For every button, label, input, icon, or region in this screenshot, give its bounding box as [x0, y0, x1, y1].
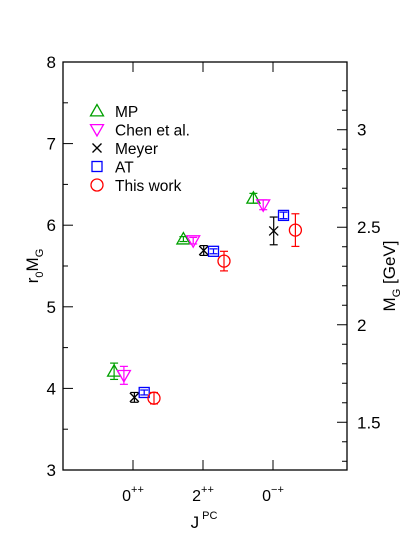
y-tick-label: 7 [47, 135, 56, 154]
data-point [185, 235, 201, 249]
x-tick-label-base: 0 [122, 488, 131, 505]
y-axis-label-r: r [23, 277, 42, 283]
data-point [116, 369, 132, 384]
legend-item: Meyer [92, 141, 158, 158]
x-tick-label-sup: ++ [131, 484, 144, 496]
legend-item: Chen et al. [89, 123, 190, 140]
x-tick-label-base: 0 [262, 488, 271, 505]
legend-label: This work [115, 178, 182, 195]
y2-axis-label-sub: G [391, 289, 403, 298]
y-tick-label: 3 [47, 461, 56, 480]
marks-layer [106, 190, 303, 405]
legend-label: MP [115, 104, 138, 121]
series-mp [106, 190, 262, 381]
cross-stroke [129, 392, 140, 403]
series-this-work [147, 213, 303, 405]
plot-frame [62, 61, 348, 471]
y2-tick-label: 2.5 [357, 218, 381, 237]
y2-axis-label-unit: [GeV] [380, 241, 399, 289]
series-chen-et-al [116, 199, 271, 385]
y-axis-label-sub1: 0 [34, 271, 46, 277]
legend-label: AT [115, 160, 134, 177]
y2-axis-label-m: M [380, 297, 399, 311]
data-point [288, 223, 303, 237]
legend-item: AT [91, 160, 134, 177]
x-tick-label-sup: ++ [201, 484, 214, 496]
x-tick-label-base: 2 [192, 488, 201, 505]
y2-axis-label: MG [GeV] [380, 241, 403, 312]
data-point [277, 209, 290, 222]
legend-marker [91, 160, 103, 173]
y2-tick-label: 2 [357, 316, 366, 335]
x-tick-label-sup: −+ [271, 484, 284, 496]
data-point [217, 254, 231, 268]
y-tick-label: 8 [47, 53, 56, 72]
legend-marker [89, 103, 105, 117]
legend-label: Chen et al. [115, 123, 190, 140]
data-point [138, 386, 150, 399]
legend-marker [89, 123, 105, 138]
cross-stroke [198, 245, 209, 256]
legend-item: This work [90, 178, 182, 195]
legend-marker [92, 143, 102, 153]
y2-tick-label: 1.5 [357, 413, 381, 432]
x-tick-label: 0−+ [262, 484, 284, 505]
legend-label: Meyer [115, 141, 158, 158]
x-tick-label: 2++ [192, 484, 214, 505]
data-point [147, 391, 161, 405]
y-tick-label: 4 [47, 379, 56, 398]
data-point [175, 231, 192, 245]
cross-stroke [268, 225, 279, 236]
y2-tick-label: 3 [357, 121, 366, 140]
y-axis-label: r0MG [23, 249, 46, 284]
x-tick-label: 0++ [122, 484, 144, 505]
cross-stroke [92, 143, 102, 153]
data-point [129, 392, 140, 403]
data-point [245, 190, 262, 204]
legend-marker [90, 178, 104, 192]
data-point [255, 199, 271, 213]
y-axis-label-sub2: G [34, 249, 46, 258]
y-tick-label: 5 [47, 298, 56, 317]
y-axis-label-m: M [23, 257, 42, 271]
legend-item: MP [89, 103, 138, 121]
data-point [207, 245, 220, 257]
y-tick-label: 6 [47, 216, 56, 235]
x-axis-label-sup: PC [202, 510, 217, 522]
x-axis-label: J PC [191, 510, 218, 532]
data-point [268, 225, 279, 236]
data-point [198, 245, 209, 256]
x-axis-label-base: J [191, 513, 200, 532]
series-at [138, 209, 290, 399]
series-meyer [129, 216, 279, 403]
